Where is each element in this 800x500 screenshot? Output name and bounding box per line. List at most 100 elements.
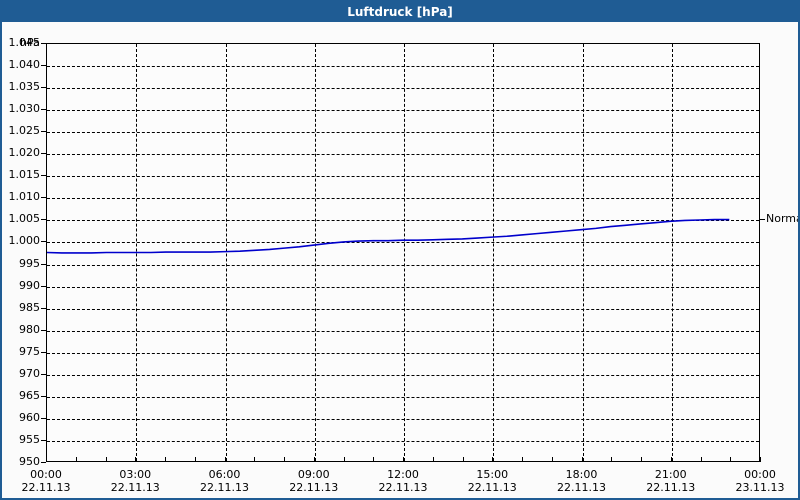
x-tick-mark [105,457,107,462]
y-tick-mark [41,417,46,419]
x-tick-date: 22.11.13 [467,481,517,494]
y-tick-mark [41,175,46,177]
x-tick-label: 12:00 22.11.13 [363,468,443,494]
y-tick-label: 1.015 [8,168,41,182]
gridline-horizontal [47,330,759,332]
y-tick-mark [41,43,46,44]
x-tick-mark [313,457,315,462]
x-tick-time: 15:00 [476,468,509,481]
y-tick-mark [41,131,46,133]
chart-axes-frame [46,43,760,462]
gridline-horizontal [47,220,759,222]
y-tick-label: 1.000 [8,234,41,248]
x-tick-mark [373,457,375,462]
x-tick-time: 21:00 [654,468,687,481]
y-tick-mark [41,307,46,309]
x-tick-date: 22.11.13 [378,481,428,494]
gridline-vertical [582,44,584,461]
pressure-line-series [47,218,730,254]
x-tick-mark [135,457,137,462]
y-tick-label: 975 [19,344,40,358]
x-tick-label: 21:00 22.11.13 [631,468,711,494]
gridline-horizontal [47,66,759,68]
gridline-horizontal [47,396,759,398]
pressure-curve [47,218,730,254]
gridline-vertical [404,44,405,461]
normal-annotation: Normal [760,22,798,498]
gridline-horizontal [47,352,759,354]
x-tick-date: 23.11.13 [735,481,785,494]
x-tick-mark [641,457,642,462]
x-tick-mark [165,457,166,462]
y-tick-label: 995 [19,256,40,270]
gridline-horizontal [47,198,759,200]
x-tick-time: 00:00 [30,468,62,481]
gridline-vertical [493,44,495,461]
gridline-horizontal [47,88,759,90]
x-tick-mark [254,457,256,462]
gridline-horizontal [47,264,759,266]
y-tick-label: 960 [19,410,40,424]
y-tick-mark [41,329,46,331]
y-tick-label: 980 [19,322,40,336]
x-tick-mark [670,457,672,462]
x-tick-mark [522,457,523,462]
x-tick-mark [462,457,464,462]
x-tick-mark [581,457,583,462]
x-tick-time: 09:00 [297,468,330,481]
x-tick-mark [700,457,702,462]
x-tick-mark [284,457,285,462]
gridline-horizontal [47,374,759,376]
gridline-horizontal [47,242,759,244]
y-tick-mark [41,373,46,375]
y-tick-mark [41,241,46,243]
y-tick-mark [41,439,46,441]
chart-plot-area: hPa 1.045 1.040 1.035 1.030 1.025 1.020 1.015 1… [2,22,798,498]
x-tick-mark [760,457,761,462]
y-tick-mark [41,395,46,397]
x-tick-label: 15:00 22.11.13 [452,468,532,494]
gridline-horizontal [47,154,759,156]
x-tick-date: 22.11.13 [21,481,71,494]
x-tick-date: 22.11.13 [110,481,160,494]
x-tick-mark [343,457,345,462]
gridline-horizontal [47,308,759,310]
x-tick-time: 06:00 [208,468,241,481]
y-tick-label: 1.035 [8,80,41,94]
x-tick-mark [492,457,494,462]
y-tick-label: 1.045 [8,36,41,49]
y-tick-label: 990 [19,278,40,292]
x-tick-label: 06:00 22.11.13 [185,468,265,494]
y-tick-mark [41,197,46,199]
gridline-horizontal [47,176,759,178]
y-tick-mark [41,153,46,155]
x-tick-mark [730,457,732,462]
x-tick-mark [432,457,434,462]
gridline-horizontal [47,286,759,288]
x-tick-date: 22.11.13 [200,481,249,494]
y-tick-label: 1.010 [8,190,41,204]
x-tick-mark [194,457,196,462]
y-tick-label: 955 [19,432,40,446]
y-tick-label: 1.030 [8,102,41,116]
x-tick-label: 09:00 22.11.13 [274,468,354,494]
gridline-vertical [314,44,316,461]
y-tick-mark [41,109,46,111]
y-tick-label: 950 [19,455,40,468]
gridline-vertical [671,44,673,461]
y-tick-mark [41,263,46,265]
y-tick-label: 1.005 [8,212,41,226]
gridline-horizontal [47,132,759,134]
normal-tick-mark [760,219,765,221]
y-tick-label: 1.025 [8,124,41,138]
y-tick-label: 1.040 [8,58,41,72]
x-tick-label: 03:00 22.11.13 [95,468,175,494]
y-tick-mark [41,219,46,221]
y-tick-mark [41,462,46,463]
y-tick-mark [41,285,46,287]
gridline-vertical [225,44,227,461]
gridline-horizontal [47,440,759,442]
x-tick-mark [551,457,553,462]
x-tick-date: 22.11.13 [557,481,606,494]
x-tick-time: 00:00 [744,468,776,481]
